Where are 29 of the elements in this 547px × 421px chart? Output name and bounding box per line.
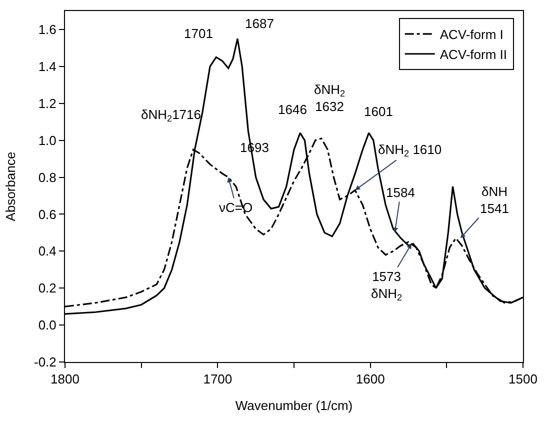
y-tick-label: 0.4 bbox=[38, 244, 56, 259]
annotation: 1646 bbox=[278, 102, 307, 117]
annotation: δNH$_{2}$ 1632 bbox=[314, 82, 346, 114]
annotation: 1573 δNH$_{2}$ bbox=[371, 269, 402, 303]
y-axis-title: Absorbance bbox=[2, 152, 18, 222]
x-tick-label: 1700 bbox=[203, 372, 232, 387]
legend-label: ACV-form I bbox=[440, 27, 504, 42]
y-tick-label: 1.2 bbox=[38, 96, 56, 111]
x-tick-label: 1500 bbox=[508, 372, 538, 387]
y-tick-label: -0.2 bbox=[34, 354, 56, 370]
y-tick-label: 0.6 bbox=[38, 206, 56, 222]
annotation: δNH$_{2}$ 1610 bbox=[378, 142, 442, 159]
annotation: 1687 bbox=[245, 16, 274, 31]
annotation: 1584 bbox=[386, 185, 415, 200]
legend-label: ACV-form II bbox=[440, 46, 508, 62]
y-tick-label: 1.0 bbox=[38, 132, 56, 148]
annotation: δNH 1541 bbox=[480, 184, 509, 216]
y-tick-label: 1.6 bbox=[38, 22, 56, 38]
y-tick-label: 1.4 bbox=[38, 58, 56, 74]
x-tick-label: 1600 bbox=[356, 372, 385, 387]
y-tick-label: 0.2 bbox=[38, 280, 56, 296]
annotation: 1701 bbox=[184, 26, 213, 41]
x-axis-title: Wavenumber (1/cm) bbox=[235, 398, 353, 414]
annotation: δNH$_{2}$1716 bbox=[141, 107, 201, 124]
annotation: νC=O bbox=[219, 200, 253, 215]
annotation: 1601 bbox=[364, 104, 393, 119]
y-tick-label: 0.8 bbox=[38, 170, 56, 185]
x-tick-label: 1800 bbox=[50, 372, 80, 387]
y-tick-label: 0.0 bbox=[38, 318, 56, 333]
